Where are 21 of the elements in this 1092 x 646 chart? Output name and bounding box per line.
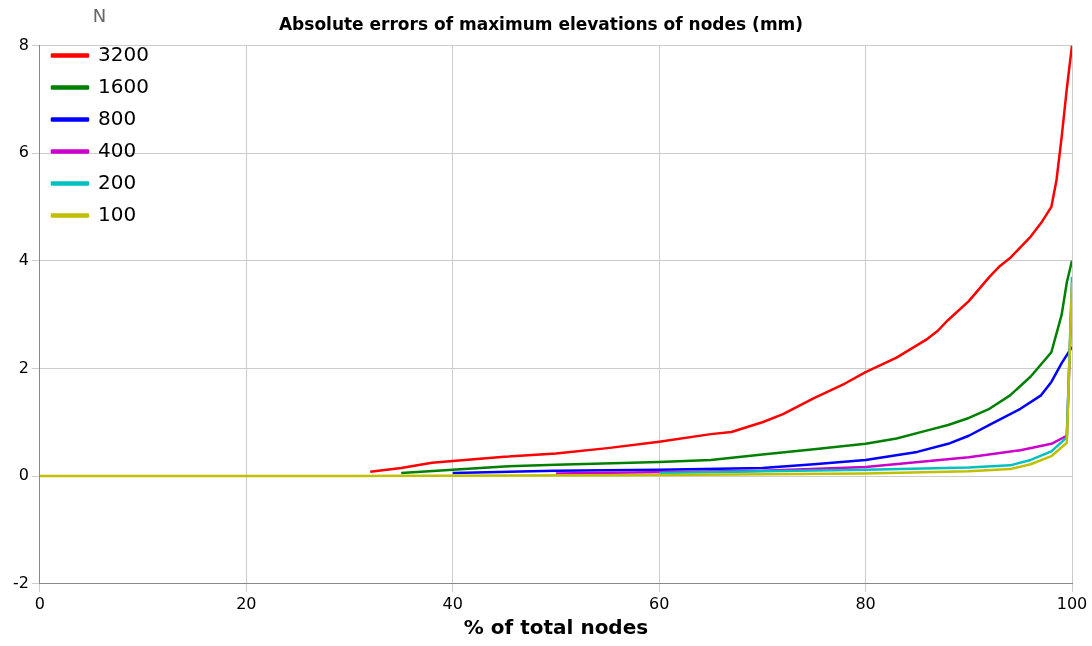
legend-label: 200 bbox=[97, 169, 137, 194]
y-tick-label: 4 bbox=[18, 249, 29, 269]
x-tick-label: 80 bbox=[855, 593, 876, 613]
legend-label: 3200 bbox=[97, 41, 149, 66]
legend-label: 1600 bbox=[97, 73, 149, 98]
legend-label: 800 bbox=[97, 105, 137, 130]
chart-title: Absolute errors of maximum elevations of nodes (mm) bbox=[278, 13, 804, 34]
y-tick-label: 6 bbox=[18, 142, 29, 162]
x-tick-label: 40 bbox=[442, 593, 463, 613]
x-tick-label: 60 bbox=[649, 593, 670, 613]
y-tick-label: 8 bbox=[18, 34, 29, 54]
y-tick-label: -2 bbox=[13, 572, 29, 592]
legend-label: 100 bbox=[97, 201, 137, 226]
legend-label: 400 bbox=[97, 137, 137, 162]
x-axis-title: % of total nodes bbox=[463, 615, 649, 640]
x-tick-label: 100 bbox=[1056, 593, 1088, 613]
y-tick-label: 2 bbox=[18, 357, 29, 377]
y-tick-label: 0 bbox=[18, 465, 29, 485]
x-tick-label: 20 bbox=[236, 593, 257, 613]
x-tick-label: 0 bbox=[34, 593, 46, 613]
legend-title: N bbox=[92, 4, 107, 26]
